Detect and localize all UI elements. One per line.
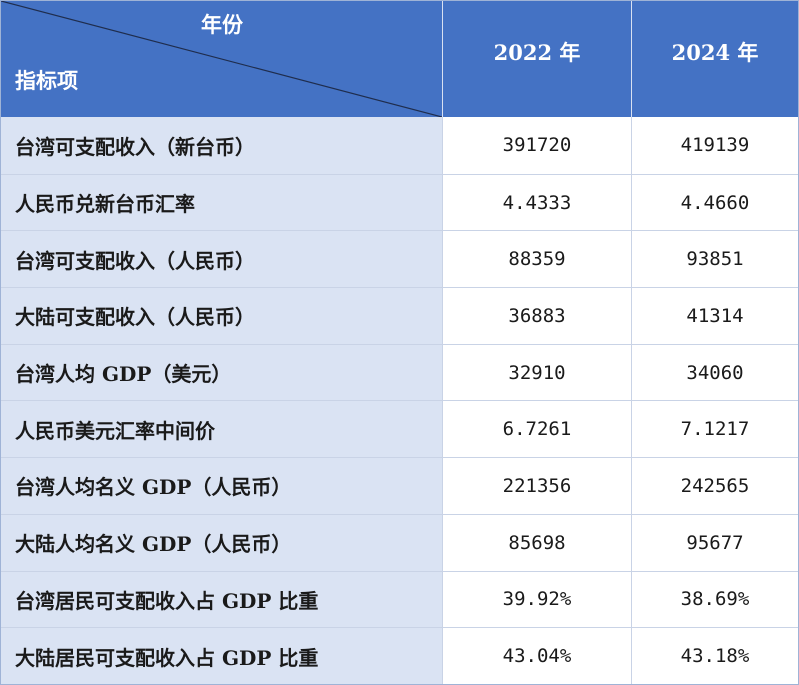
value-2024: 7.1217 (631, 401, 798, 458)
value-2024: 43.18% (631, 628, 798, 684)
row-label: 大陆居民可支配收入占 GDP 比重 (1, 628, 442, 684)
year-axis-label: 年份 (201, 12, 243, 37)
value-2024: 242565 (631, 458, 798, 514)
metric-axis-label: 指标项 (15, 68, 78, 93)
table-row: 台湾人均名义 GDP（人民币） 221356 242565 (1, 457, 798, 514)
value-2022: 221356 (442, 458, 631, 514)
table-row: 人民币兑新台币汇率 4.4333 4.4660 (1, 173, 798, 231)
value-2022: 85698 (442, 514, 631, 571)
column-header-2022: 2022 年 (442, 1, 631, 117)
table-row: 大陆人均名义 GDP（人民币） 85698 95677 (1, 513, 798, 571)
value-2022: 88359 (442, 231, 631, 288)
row-label: 台湾人均名义 GDP（人民币） (1, 458, 442, 514)
value-2024: 93851 (631, 231, 798, 288)
row-label: 台湾人均 GDP（美元） (1, 344, 442, 401)
table-row: 台湾可支配收入（新台币） 391720 419139 (1, 117, 798, 174)
table-body: 台湾可支配收入（新台币） 391720 419139 人民币兑新台币汇率 4.4… (1, 117, 798, 684)
row-label: 大陆可支配收入（人民币） (1, 288, 442, 344)
row-label: 大陆人均名义 GDP（人民币） (1, 514, 442, 571)
table-row: 大陆居民可支配收入占 GDP 比重 43.04% 43.18% (1, 627, 798, 684)
table-row: 大陆可支配收入（人民币） 36883 41314 (1, 287, 798, 344)
corner-header-cell: 年份 指标项 (1, 1, 442, 117)
value-2022: 391720 (442, 117, 631, 174)
value-2022: 43.04% (442, 628, 631, 684)
value-2024: 34060 (631, 344, 798, 401)
row-label: 台湾居民可支配收入占 GDP 比重 (1, 571, 442, 628)
column-header-2024-label: 2024 年 (671, 40, 759, 65)
table-row: 台湾居民可支配收入占 GDP 比重 39.92% 38.69% (1, 570, 798, 628)
value-2024: 41314 (631, 288, 798, 344)
value-2024: 4.4660 (631, 174, 798, 231)
row-label: 台湾可支配收入（新台币） (1, 117, 442, 174)
value-2022: 6.7261 (442, 401, 631, 458)
value-2024: 95677 (631, 514, 798, 571)
value-2022: 32910 (442, 344, 631, 401)
table-row: 台湾人均 GDP（美元） 32910 34060 (1, 343, 798, 401)
row-label: 台湾可支配收入（人民币） (1, 231, 442, 288)
row-label: 人民币美元汇率中间价 (1, 401, 442, 458)
column-header-2024: 2024 年 (631, 1, 798, 117)
table-header: 年份 指标项 2022 年 2024 年 (1, 1, 798, 117)
value-2022: 4.4333 (442, 174, 631, 231)
table-row: 人民币美元汇率中间价 6.7261 7.1217 (1, 400, 798, 458)
column-header-2022-label: 2022 年 (493, 40, 581, 65)
value-2022: 36883 (442, 288, 631, 344)
row-label: 人民币兑新台币汇率 (1, 174, 442, 231)
value-2022: 39.92% (442, 571, 631, 628)
table-row: 台湾可支配收入（人民币） 88359 93851 (1, 230, 798, 288)
diagonal-divider-line (1, 1, 442, 117)
value-2024: 419139 (631, 117, 798, 174)
value-2024: 38.69% (631, 571, 798, 628)
